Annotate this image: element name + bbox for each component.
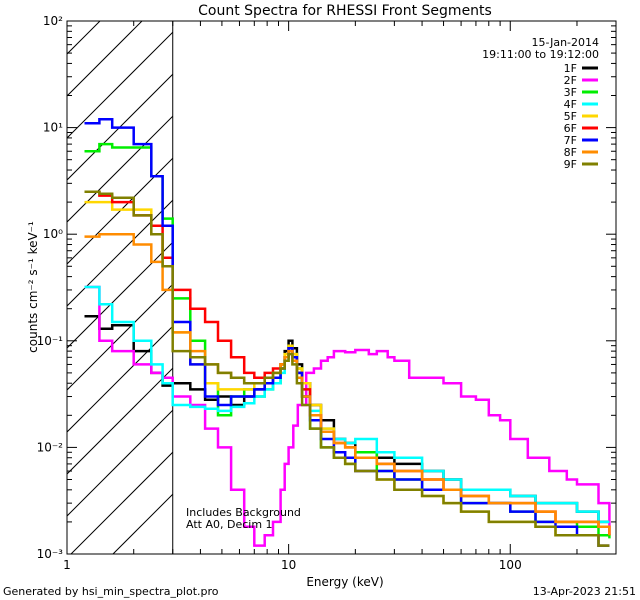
legend-label-9f: 9F — [564, 158, 577, 171]
legend-date: 15-Jan-2014 — [532, 36, 600, 49]
chart-title: Count Spectra for RHESSI Front Segments — [198, 3, 492, 19]
hatch-line — [0, 0, 157, 554]
legend-time-range: 19:11:00 to 19:12:00 — [482, 48, 599, 61]
y-tick-label: 10² — [43, 14, 63, 28]
annotation-background: Includes Background — [186, 506, 301, 519]
y-axis-label: counts cm⁻² s⁻¹ keV⁻¹ — [26, 221, 40, 353]
x-axis-label: Energy (keV) — [306, 575, 383, 589]
legend-label-7f: 7F — [564, 134, 577, 147]
legend-label-1f: 1F — [564, 62, 577, 75]
x-tick-label: 10 — [281, 558, 296, 572]
y-tick-label: 10¹ — [43, 121, 63, 135]
x-tick-label: 100 — [499, 558, 522, 572]
legend-label-3f: 3F — [564, 86, 577, 99]
legend-label-4f: 4F — [564, 98, 577, 111]
series-line-2f — [84, 285, 611, 547]
hatch-line — [67, 21, 269, 223]
plot-frame — [66, 20, 617, 555]
hatch-line — [0, 0, 115, 554]
legend-label-5f: 5F — [564, 110, 577, 123]
annotation-attenuator: Att A0, Decim 1 — [186, 518, 273, 531]
series-line-8f — [84, 232, 611, 536]
series-layer — [84, 117, 611, 547]
series-line-9f — [84, 190, 610, 547]
generated-timestamp: 13-Apr-2023 21:51 — [533, 585, 636, 598]
legend-label-2f: 2F — [564, 74, 577, 87]
legend-label-8f: 8F — [564, 146, 577, 159]
generator-note: Generated by hsi_min_spectra_plot.pro — [3, 585, 219, 598]
y-tick-label: 10⁻³ — [37, 547, 64, 561]
y-tick-label: 10⁰ — [43, 227, 63, 241]
x-tick-label: 1 — [63, 558, 71, 572]
legend-label-6f: 6F — [564, 122, 577, 135]
x-axis: 1 10 100 — [63, 21, 617, 572]
hatch-line — [67, 21, 227, 181]
y-tick-label: 10⁻² — [37, 440, 64, 454]
y-axis: 10⁻³ 10⁻² 10⁻¹ 10⁰ 10¹ 10² — [37, 14, 616, 561]
y-tick-label: 10⁻¹ — [37, 334, 64, 348]
hatched-region — [0, 0, 617, 554]
